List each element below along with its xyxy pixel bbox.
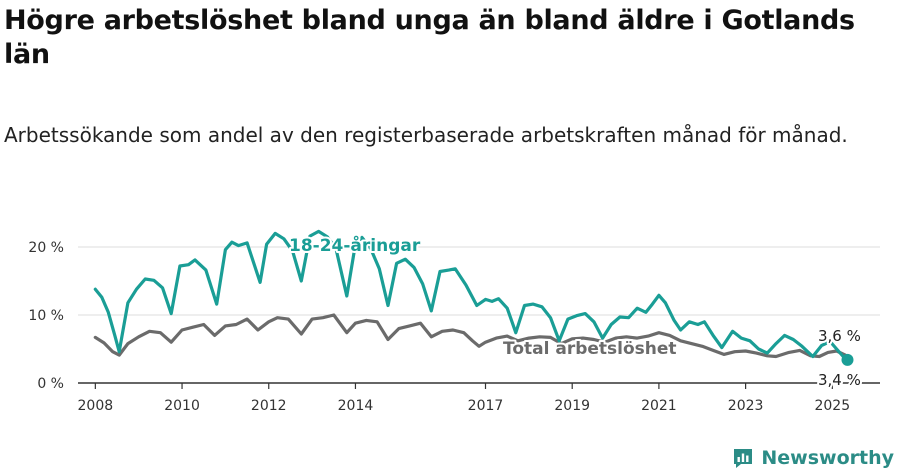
x-tick-label-7: 2023 (728, 398, 764, 414)
series-lines (93, 229, 854, 366)
x-tick-label-4: 2017 (468, 398, 504, 414)
y-tick-label-0: 0 % (37, 376, 64, 392)
y-axis: 0 % 10 % 20 % (28, 240, 64, 392)
gridlines (78, 246, 880, 384)
series-line-youth (93, 229, 850, 362)
end-marker-youth (841, 353, 854, 366)
end-label-total: 3,6 % (818, 327, 861, 345)
x-tick-label-6: 2021 (641, 398, 677, 414)
x-tick-label-0: 2008 (78, 398, 114, 414)
y-tick-label-2: 20 % (28, 240, 64, 256)
y-tick-label-1: 10 % (28, 308, 64, 324)
x-tick-label-3: 2014 (338, 398, 374, 414)
x-axis: 2008 2010 2012 2014 2017 2019 2021 2023 2025 (78, 382, 880, 414)
series-label-youth: 18-24-åringar (289, 234, 421, 256)
series-label-total: Total arbetslöshet (503, 339, 677, 359)
series-line-total (93, 313, 850, 361)
x-tick-label-5: 2019 (554, 398, 590, 414)
x-tick-label-8: 2025 (814, 398, 850, 414)
brand-name: Newsworthy (761, 447, 894, 469)
series-labels: 18-24-åringar Total arbetslöshet 3,6 % 3,4 … (287, 232, 863, 391)
end-label-youth: 3,4 % (818, 371, 861, 389)
newsworthy-logo-icon (734, 449, 753, 468)
x-tick-label-1: 2010 (164, 398, 200, 414)
newsworthy-brand: Newsworthy (731, 446, 894, 470)
chart-subtitle: Arbetssökande som andel av den registerb… (4, 123, 848, 147)
chart-title: Högre arbetslöshet bland unga än bland ä… (4, 5, 855, 70)
x-tick-label-2: 2012 (251, 398, 287, 414)
